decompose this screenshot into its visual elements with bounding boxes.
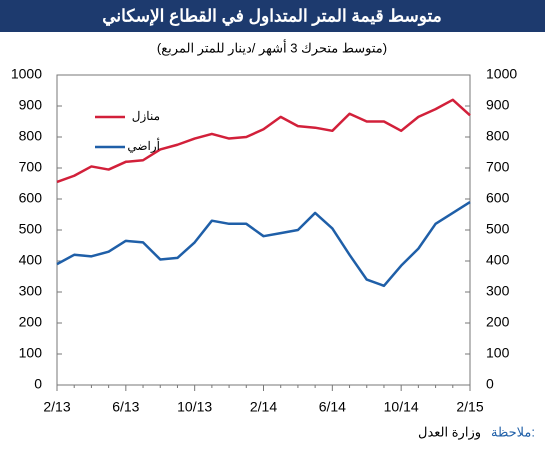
y-tick-label: 800: [19, 128, 43, 144]
y-tick-label: 500: [19, 221, 43, 237]
y-tick-label: 100: [19, 345, 43, 361]
y2-tick-label: 300: [486, 283, 510, 299]
title-band: [0, 0, 545, 32]
y-tick-label: 400: [19, 252, 43, 268]
x-tick-label: 2/14: [250, 399, 277, 415]
x-tick-label: 6/14: [319, 399, 346, 415]
y2-tick-label: 100: [486, 345, 510, 361]
y-tick-label: 300: [19, 283, 43, 299]
y2-tick-label: 600: [486, 190, 510, 206]
x-tick-label: 10/13: [177, 399, 212, 415]
y2-tick-label: 0: [486, 376, 494, 392]
y2-tick-label: 1000: [486, 66, 517, 82]
y2-tick-label: 900: [486, 97, 510, 113]
legend-label: أراضي: [127, 138, 160, 153]
y2-tick-label: 200: [486, 314, 510, 330]
plot-frame: [56, 74, 471, 386]
x-tick-label: 2/15: [456, 399, 483, 415]
y-tick-label: 700: [19, 159, 43, 175]
chart-title: متوسط قيمة المتر المتداول في القطاع الإس…: [102, 6, 441, 26]
chart-subtitle: (متوسط متحرك 3 أشهر /دينار للمتر المربع): [157, 39, 387, 56]
source: وزارة العدل: [418, 424, 481, 440]
y-tick-label: 200: [19, 314, 43, 330]
y2-tick-label: 400: [486, 252, 510, 268]
y2-tick-label: 700: [486, 159, 510, 175]
y-tick-label: 1000: [11, 66, 42, 82]
x-tick-label: 6/13: [112, 399, 139, 415]
y2-tick-label: 800: [486, 128, 510, 144]
x-tick-label: 2/13: [43, 399, 70, 415]
legend-label: منازل: [132, 109, 160, 123]
y-tick-label: 900: [19, 97, 43, 113]
y-tick-label: 600: [19, 190, 43, 206]
series-line: [56, 98, 471, 184]
note-label: ملاحظة:: [491, 424, 535, 439]
y-tick-label: 0: [34, 376, 42, 392]
x-tick-label: 10/14: [384, 399, 419, 415]
series-line: [56, 201, 471, 288]
y2-tick-label: 500: [486, 221, 510, 237]
